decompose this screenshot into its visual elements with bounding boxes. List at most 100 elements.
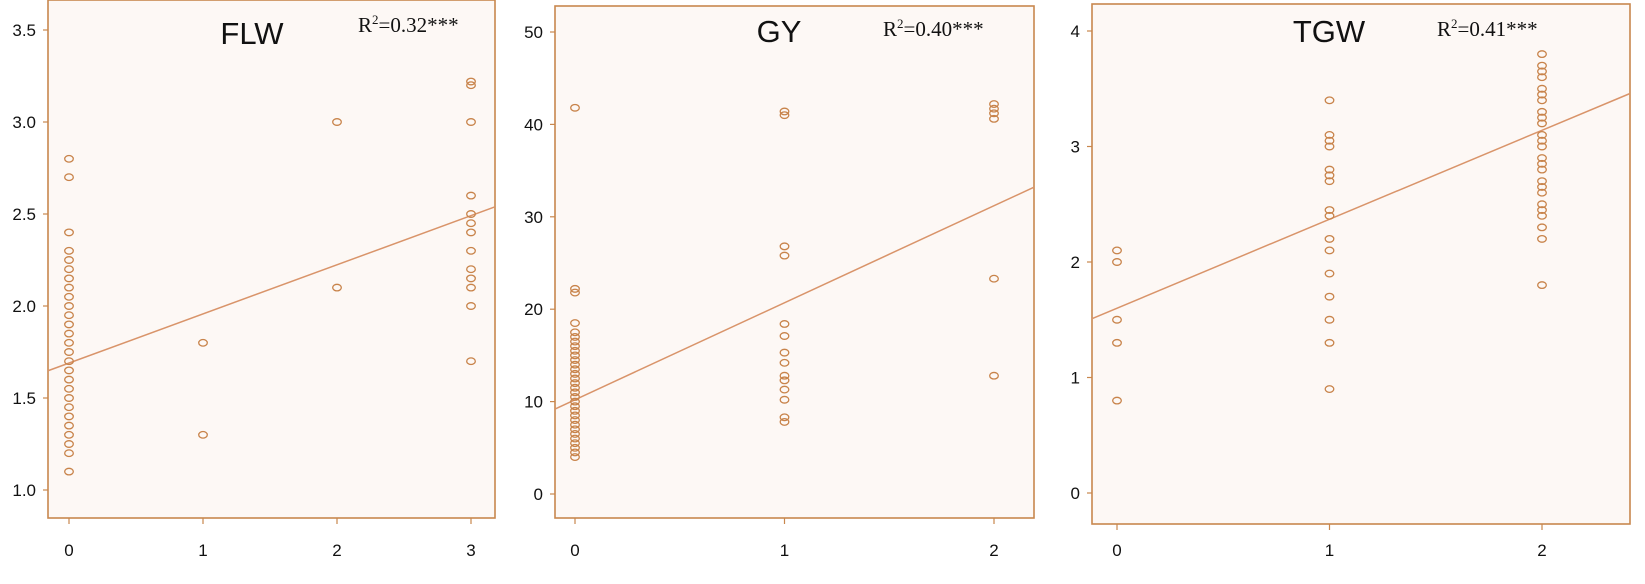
data-point: [64, 173, 74, 182]
data-point: [570, 388, 580, 397]
data-point: [570, 351, 580, 360]
data-point: [779, 413, 790, 422]
data-point: [1537, 119, 1547, 128]
data-point: [1324, 142, 1335, 151]
data-point: [779, 358, 790, 367]
data-point: [1537, 50, 1547, 59]
data-point: [570, 284, 580, 293]
data-point: [779, 242, 790, 251]
data-point: [779, 417, 790, 426]
scatter-chart-gy: GY R2=0.40*** 0 10 20 30 40 50 0 1 2: [524, 5, 1035, 560]
data-point: [64, 329, 74, 338]
data-point: [570, 356, 580, 364]
y-tick-label: 3.5: [12, 21, 36, 40]
data-point: [466, 357, 476, 366]
data-point: [466, 274, 476, 283]
data-point: [1537, 73, 1547, 82]
y-tick-label: 4: [1071, 22, 1080, 41]
data-point: [570, 103, 580, 112]
data-point: [466, 283, 476, 292]
data-point: [570, 448, 580, 457]
data-point: [1537, 188, 1547, 197]
y-tick-label: 30: [524, 208, 543, 227]
data-point: [466, 219, 476, 228]
data-point: [779, 251, 790, 260]
data-point: [570, 443, 580, 452]
chart-panel-gy: GY R2=0.40*** 0 10 20 30 40 50 0 1 2: [515, 0, 1045, 584]
data-point: [989, 109, 999, 118]
data-point: [1324, 177, 1335, 186]
data-point: [1537, 107, 1547, 116]
chart-panel-tgw: TGW R2=0.41*** 0 1 2 3 4 0 1 2: [1045, 0, 1645, 584]
data-point: [64, 338, 74, 347]
data-point: [570, 379, 580, 388]
data-point: [64, 403, 74, 412]
data-point: [1324, 171, 1335, 180]
data-point: [1324, 165, 1335, 174]
data-point: [64, 246, 74, 255]
data-point: [570, 319, 580, 328]
data-point: [570, 416, 580, 425]
data-point: [570, 374, 580, 383]
regression-line: [1091, 92, 1631, 320]
data-point: [1324, 211, 1335, 220]
data-point: [570, 288, 580, 297]
data-point: [466, 118, 476, 126]
x-tick-label: 0: [1112, 541, 1121, 560]
data-point: [1324, 246, 1335, 255]
data-point: [570, 346, 580, 355]
data-point: [1324, 292, 1335, 301]
data-point: [570, 439, 580, 448]
data-point: [1537, 165, 1547, 174]
data-point: [198, 338, 208, 347]
r2-annotation: R2=0.40***: [883, 16, 984, 41]
y-tick-label: 1.0: [12, 481, 36, 500]
data-point: [1537, 142, 1547, 151]
data-point: [570, 411, 580, 420]
data-point: [1537, 113, 1547, 122]
data-point: [570, 328, 580, 337]
data-point: [466, 246, 476, 255]
data-point: [1537, 211, 1547, 220]
data-point: [1537, 90, 1547, 99]
data-point: [64, 357, 74, 366]
data-point: [64, 228, 74, 237]
data-point: [1324, 206, 1335, 214]
data-point: [570, 429, 580, 438]
data-point: [1324, 136, 1335, 145]
data-point: [466, 302, 476, 310]
chart-title: TGW: [1293, 14, 1366, 49]
data-point: [64, 154, 74, 163]
data-point: [779, 371, 790, 380]
data-point: [1537, 223, 1547, 232]
data-point: [466, 77, 476, 86]
plot-area: [47, 0, 496, 519]
data-point: [1537, 177, 1547, 186]
scatter-chart-flw: FLW R2=0.32*** 1.0 1.5 2.0 2.5 3.0 3.5 0 1 2 3: [12, 0, 496, 560]
regression-line: [554, 186, 1035, 410]
y-tick-label: 2: [1071, 253, 1080, 272]
y-tick-label: 20: [524, 300, 543, 319]
data-point: [466, 81, 476, 90]
y-tick-label: 3.0: [12, 113, 36, 132]
x-tick-label: 2: [332, 541, 341, 560]
data-point: [64, 384, 74, 393]
data-point: [1324, 269, 1335, 278]
data-point: [779, 332, 790, 340]
data-point: [64, 348, 74, 356]
scatter-chart-tgw: TGW R2=0.41*** 0 1 2 3 4 0 1 2: [1071, 3, 1631, 560]
y-tick-label: 1.5: [12, 389, 36, 408]
y-tick-label: 0: [1071, 484, 1080, 503]
data-point: [1537, 159, 1547, 168]
data-point: [570, 402, 580, 411]
data-point: [1537, 154, 1547, 162]
data-point: [64, 311, 74, 320]
data-point: [64, 440, 74, 448]
data-point: [64, 421, 74, 430]
data-point: [1537, 61, 1547, 70]
data-point: [779, 107, 790, 116]
y-tick-label: 40: [524, 115, 543, 134]
y-tick-label: 50: [524, 23, 543, 42]
data-point: [779, 376, 790, 385]
x-tick-label: 1: [1325, 541, 1334, 560]
